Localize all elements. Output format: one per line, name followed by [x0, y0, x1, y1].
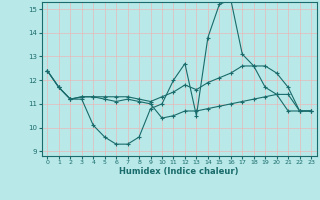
X-axis label: Humidex (Indice chaleur): Humidex (Indice chaleur) — [119, 167, 239, 176]
